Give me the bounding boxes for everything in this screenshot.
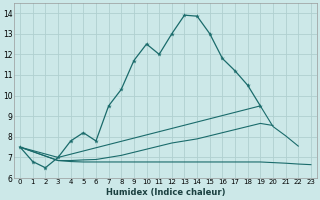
X-axis label: Humidex (Indice chaleur): Humidex (Indice chaleur) bbox=[106, 188, 225, 197]
